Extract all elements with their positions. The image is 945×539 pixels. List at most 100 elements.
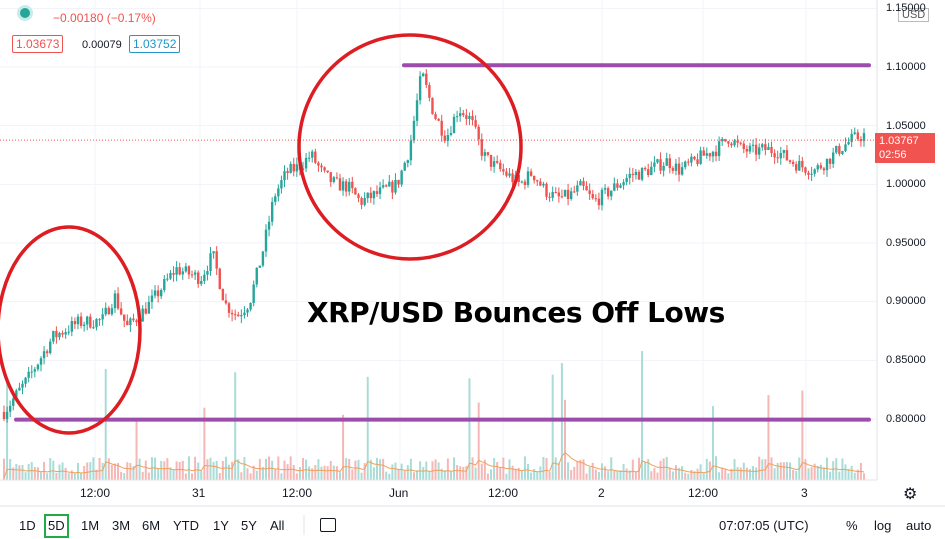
candle-body xyxy=(2,411,6,419)
volume-bar xyxy=(126,462,129,480)
candle-body xyxy=(79,316,83,326)
volume-bar xyxy=(542,456,545,480)
candle-body xyxy=(58,333,61,338)
volume-bar xyxy=(144,460,147,480)
volume-bar xyxy=(345,458,348,480)
candle-body xyxy=(326,170,329,173)
tf-5y-button[interactable]: 5Y xyxy=(241,518,257,533)
candle-body xyxy=(751,144,755,146)
volume-bar xyxy=(705,458,708,480)
candle-body xyxy=(542,183,545,186)
candle-body xyxy=(301,168,305,170)
volume-bar xyxy=(332,465,335,480)
volume-bar xyxy=(591,462,594,480)
change-text: −0.00180 (−0.17%) xyxy=(53,11,156,25)
percent-toggle[interactable]: % xyxy=(846,518,858,533)
volume-bar xyxy=(548,471,551,480)
volume-bar xyxy=(27,463,30,480)
volume-bar xyxy=(369,459,372,480)
volume-bar xyxy=(634,472,637,480)
candle-body xyxy=(529,171,533,176)
candle-body xyxy=(314,151,317,163)
date-range-icon[interactable] xyxy=(320,518,336,532)
volume-bar xyxy=(567,462,570,480)
volume-bar xyxy=(588,467,591,480)
clock-time[interactable]: 07:07:05 (UTC) xyxy=(719,518,809,533)
candle-body xyxy=(230,312,234,315)
candle-body xyxy=(132,318,135,321)
volume-bar xyxy=(687,473,690,480)
candle-body xyxy=(246,309,249,313)
volume-bar xyxy=(55,472,58,480)
tf-all-button[interactable]: All xyxy=(270,518,285,533)
volume-bar xyxy=(348,459,351,480)
candle-body xyxy=(526,171,530,185)
volume-bar xyxy=(733,459,736,480)
tf-5d-button[interactable]: 5D xyxy=(44,514,69,538)
candle-body xyxy=(153,290,157,296)
candle-body xyxy=(492,161,496,167)
candle-body xyxy=(844,144,847,152)
volume-bar xyxy=(283,460,286,480)
candle-body xyxy=(150,295,154,302)
volume-bar xyxy=(18,465,21,480)
volume-bar xyxy=(462,466,465,480)
tf-3m-button[interactable]: 3M xyxy=(112,518,131,533)
candle-body xyxy=(708,153,712,157)
volume-bar xyxy=(141,471,144,480)
volume-bar xyxy=(795,470,798,480)
candle-body xyxy=(680,167,684,175)
volume-bar xyxy=(86,462,89,480)
ask-price-box[interactable]: 1.03752 xyxy=(129,35,181,53)
settings-gear-icon[interactable]: ⚙ xyxy=(903,486,918,503)
candle-body xyxy=(616,183,619,188)
volume-bar xyxy=(499,467,502,480)
candle-body xyxy=(717,141,721,157)
candle-body xyxy=(807,172,810,175)
candlesticks xyxy=(2,69,866,423)
x-tick-label: Jun xyxy=(389,486,409,500)
candle-body xyxy=(591,193,594,199)
tf-1m-button[interactable]: 1M xyxy=(81,518,100,533)
candle-body xyxy=(748,145,752,152)
candle-body xyxy=(172,273,175,275)
candle-body xyxy=(357,194,360,199)
candle-body xyxy=(754,144,758,155)
candle-body xyxy=(437,118,440,121)
auto-toggle[interactable]: auto xyxy=(906,518,932,533)
candle-body xyxy=(274,196,277,202)
candle-body xyxy=(841,151,844,154)
volume-bar xyxy=(215,460,218,480)
tf-6m-button[interactable]: 6M xyxy=(142,518,161,533)
candle-body xyxy=(850,133,853,142)
bid-price-box[interactable]: 1.03673 xyxy=(12,35,64,53)
currency-label[interactable]: USD xyxy=(898,8,930,22)
tf-ytd-button[interactable]: YTD xyxy=(173,518,199,533)
candle-body xyxy=(160,290,163,297)
volume-bar xyxy=(662,458,665,480)
volume-bar xyxy=(819,464,822,480)
candle-body xyxy=(835,145,838,153)
candle-body xyxy=(446,134,450,141)
volume-bar xyxy=(573,466,576,480)
tf-1d-button[interactable]: 1D xyxy=(19,518,36,533)
candle-body xyxy=(761,144,764,148)
volume-bar xyxy=(39,472,42,480)
candle-body xyxy=(816,165,819,170)
tf-1y-button[interactable]: 1Y xyxy=(213,518,229,533)
candle-body xyxy=(49,341,52,354)
volume-bar xyxy=(730,468,733,480)
volume-bar xyxy=(351,469,354,480)
candle-body xyxy=(693,156,696,160)
candle-body xyxy=(859,139,863,142)
volume-bar xyxy=(715,456,718,480)
candle-body xyxy=(129,318,132,326)
volume-bar xyxy=(597,471,600,480)
candle-body xyxy=(270,201,274,222)
candle-body xyxy=(486,152,490,155)
volume-bar xyxy=(610,457,613,480)
y-tick-label: 1.00000 xyxy=(886,178,926,190)
volume-bar xyxy=(490,469,493,480)
log-toggle[interactable]: log xyxy=(874,518,892,533)
